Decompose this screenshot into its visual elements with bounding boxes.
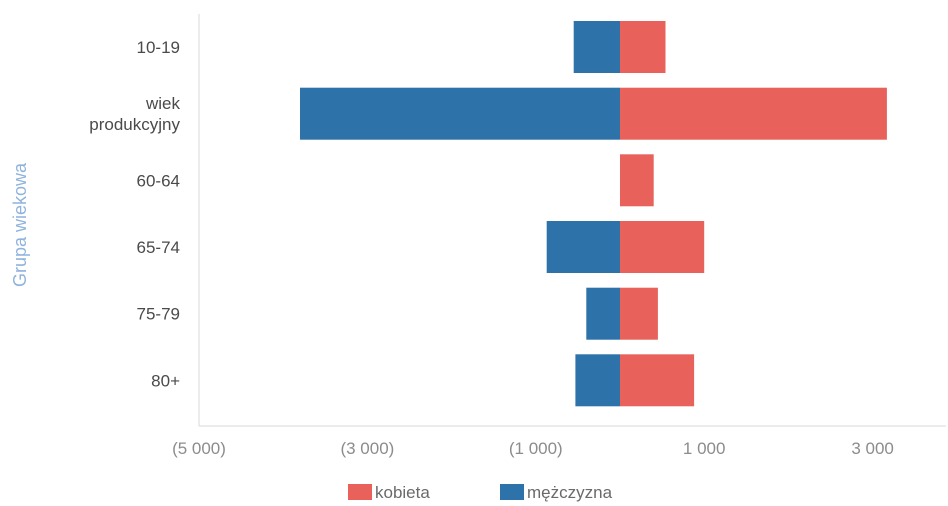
legend-label-1: mężczyzna: [527, 483, 613, 502]
bar-kobieta-5: [620, 354, 695, 407]
category-label: 75-79: [137, 305, 180, 324]
legend: kobieta mężczyzna: [348, 483, 613, 502]
x-tick-label: (3 000): [340, 439, 394, 458]
category-label: 10-19: [137, 38, 180, 57]
legend-swatch-1: [500, 484, 524, 500]
category-label: wiek: [145, 94, 181, 113]
x-tick-label: (1 000): [509, 439, 563, 458]
bar-mężczyzna-0: [573, 21, 620, 73]
legend-swatch-0: [348, 484, 372, 500]
bar-mężczyzna-4: [586, 287, 620, 340]
x-tick-labels: (5 000) (3 000) (1 000) 1 000 3 000: [172, 439, 894, 458]
bar-mężczyzna-3: [546, 221, 620, 273]
x-tick-label: (5 000): [172, 439, 226, 458]
category-label: 65-74: [137, 238, 180, 257]
bar-mężczyzna-1: [300, 87, 620, 140]
category-labels: 10-19 wiek produkcyjny 60-64 65-74 75-79 80+: [89, 38, 180, 390]
category-label: 60-64: [137, 171, 180, 190]
category-label: produkcyjny: [89, 115, 180, 134]
x-tick-label: 3 000: [851, 439, 894, 458]
bar-kobieta-0: [620, 21, 666, 73]
bar-kobieta-2: [620, 154, 654, 207]
bar-kobieta-1: [620, 87, 887, 140]
bars-group: [300, 21, 887, 407]
bar-mężczyzna-5: [575, 354, 620, 407]
legend-label-0: kobieta: [375, 483, 430, 502]
x-tick-label: 1 000: [683, 439, 726, 458]
bar-kobieta-3: [620, 221, 705, 273]
y-axis-title: Grupa wiekowa: [10, 162, 30, 287]
bar-kobieta-4: [620, 287, 658, 340]
category-label: 80+: [151, 371, 180, 390]
